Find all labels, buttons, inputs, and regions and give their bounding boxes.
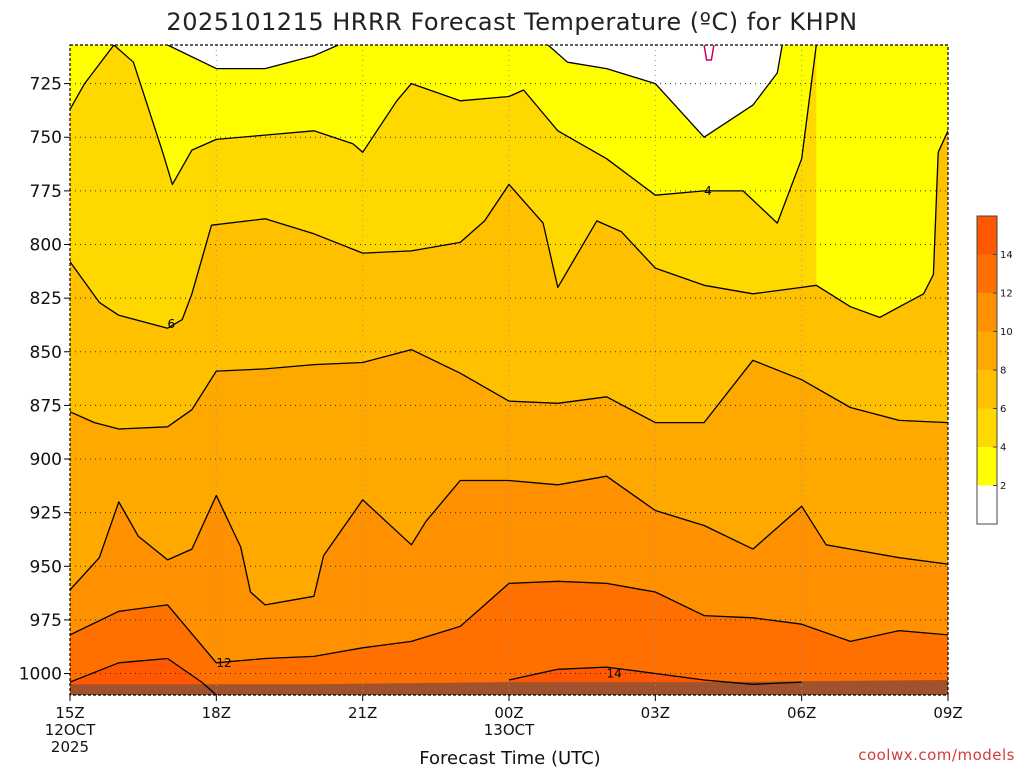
- y-tick-label: 850: [30, 343, 62, 363]
- source-credit: coolwx.com/models: [858, 746, 1015, 764]
- y-tick-label: 875: [30, 396, 62, 416]
- legend-label: 8: [1000, 366, 1006, 377]
- ground-surface: [70, 679, 948, 695]
- legend-swatch: [977, 216, 997, 255]
- contour-line-4: [70, 45, 817, 224]
- y-tick-label: 775: [30, 182, 62, 202]
- legend-label: 10: [1000, 327, 1013, 338]
- region-below-2: [167, 45, 339, 69]
- y-axis: 725 750 775 800 825 850 875 900 925 950 975 1000: [19, 75, 70, 685]
- x-axis-label: Forecast Time (UTC): [419, 748, 600, 768]
- y-tick-label: 725: [30, 75, 62, 95]
- contour-line-0: [703, 45, 715, 61]
- legend-label: 14: [1000, 250, 1013, 261]
- contour-label: 12: [216, 656, 231, 670]
- contour-label: 4: [704, 184, 712, 198]
- legend-label: 6: [1000, 404, 1006, 415]
- y-tick-label: 1000: [19, 665, 62, 685]
- contour-line-2: [547, 45, 783, 138]
- contour-label: 6: [168, 317, 176, 331]
- legend-swatch: [977, 254, 997, 293]
- contour-line-14: [508, 666, 802, 685]
- x-tick-sublabel: 12OCT: [45, 721, 96, 739]
- y-tick-label: 900: [30, 450, 62, 470]
- x-tick-label: 03Z: [641, 704, 670, 722]
- contour-line-12: [70, 580, 948, 664]
- contour-line-6: [70, 130, 948, 329]
- y-tick-label: 800: [30, 236, 62, 256]
- y-tick-label: 950: [30, 557, 62, 577]
- x-tick-sublabel: 13OCT: [484, 721, 535, 739]
- y-tick-label: 825: [30, 289, 62, 309]
- x-tick-label: 15Z: [55, 704, 84, 722]
- contour-line-10: [70, 475, 948, 606]
- x-tick-label: 09Z: [933, 704, 962, 722]
- legend-swatch: [977, 331, 997, 370]
- y-tick-label: 925: [30, 504, 62, 524]
- legend-swatch: [977, 408, 997, 447]
- contour-line-14: [70, 657, 217, 695]
- chart-title: 2025101215 HRRR Forecast Temperature (ºC…: [166, 8, 857, 36]
- plot-fill-group: 4 6 12 14: [70, 45, 948, 695]
- legend-swatch: [977, 485, 997, 524]
- y-tick-label: 975: [30, 611, 62, 631]
- x-tick-sublabel: 2025: [51, 738, 89, 756]
- legend-label: 2: [1000, 481, 1006, 492]
- y-tick-label: 750: [30, 128, 62, 148]
- x-tick-label: 21Z: [348, 704, 377, 722]
- contour-line-8: [70, 348, 948, 430]
- x-tick-label: 06Z: [787, 704, 816, 722]
- legend-swatch: [977, 293, 997, 332]
- contour-line-2: [167, 45, 339, 70]
- x-tick-label: 00Z: [494, 704, 523, 722]
- plot-area: 4 6 12 14: [69, 44, 949, 696]
- legend-swatch: [977, 370, 997, 409]
- color-legend: 2 4 6 8 10 12 14: [976, 215, 1013, 525]
- legend-swatch: [977, 447, 997, 486]
- x-tick-label: 18Z: [202, 704, 231, 722]
- legend-label: 12: [1000, 289, 1013, 300]
- contour-label: 14: [607, 667, 622, 681]
- legend-label: 4: [1000, 443, 1006, 454]
- band-12-14: [70, 581, 948, 695]
